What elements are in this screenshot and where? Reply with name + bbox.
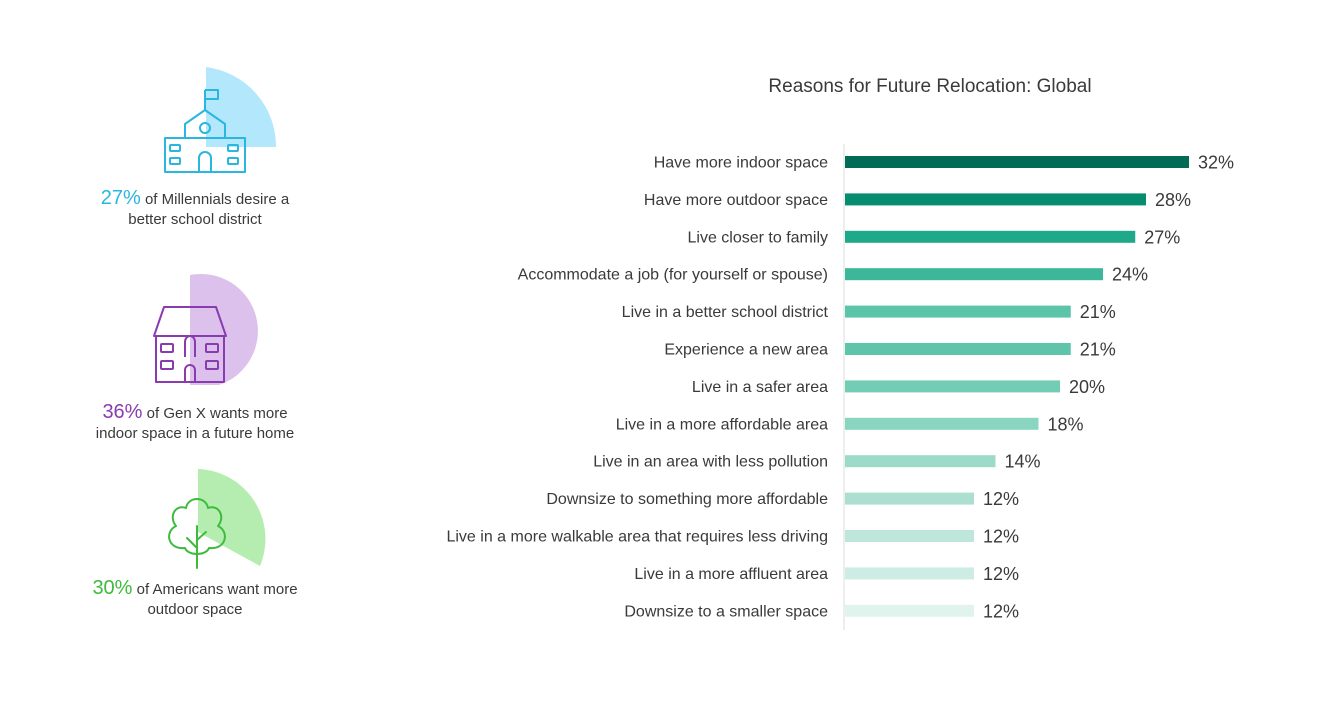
value-label: 21% [1080, 302, 1116, 322]
value-label: 18% [1048, 414, 1084, 434]
bar [845, 156, 1189, 168]
value-label: 12% [983, 564, 1019, 584]
stat-percent: 30% [92, 577, 133, 599]
house-icon [153, 306, 227, 383]
category-label: Live in a more affluent area [634, 566, 828, 583]
category-label: Downsize to a smaller space [624, 603, 828, 620]
bar [845, 530, 974, 542]
category-label: Live in a more walkable area that requir… [446, 529, 828, 546]
school-quarter-shape [206, 67, 277, 147]
bar [845, 230, 1136, 243]
value-label: 24% [1112, 265, 1148, 285]
stat-text: of Americans want more [136, 581, 298, 598]
stat-percent: 27% [100, 187, 141, 209]
bar [845, 343, 1071, 355]
bar [845, 268, 1103, 281]
value-label: 21% [1080, 340, 1116, 360]
stat-text: of Millennials desire a [144, 191, 290, 208]
stat-text-line2: outdoor space [147, 601, 243, 618]
stat-text-line2: better school district [128, 211, 262, 228]
stat-text-line2: indoor space in a future home [95, 425, 295, 442]
value-label: 12% [983, 527, 1019, 547]
value-label: 12% [983, 601, 1019, 621]
tree-graphic [168, 469, 266, 569]
stat-americans: 30% of Americans want more outdoor space [60, 466, 330, 646]
bar [845, 417, 1039, 430]
category-label: Live in a better school district [622, 304, 829, 321]
category-label: Accommodate a job (for yourself or spous… [518, 267, 828, 284]
stat-caption: 30% of Americans want more outdoor space [60, 578, 330, 620]
category-label: Live in a more affordable area [616, 416, 828, 433]
category-label: Have more outdoor space [644, 192, 828, 209]
bar [845, 604, 974, 617]
tree-icon [168, 498, 226, 569]
category-label: Experience a new area [664, 342, 828, 359]
stat-caption: 27% of Millennials desire a better schoo… [60, 188, 330, 230]
stat-millennials: 27% of Millennials desire a better schoo… [60, 60, 330, 240]
bar [845, 567, 974, 580]
category-label: Have more indoor space [654, 155, 828, 172]
bar [845, 193, 1146, 206]
value-label: 12% [983, 489, 1019, 509]
stat-gen-x: 36% of Gen X wants more indoor space in … [60, 272, 330, 452]
house-graphic [153, 273, 258, 385]
category-label: Live closer to family [688, 229, 829, 246]
category-label: Live in a safer area [692, 379, 828, 396]
bar [845, 492, 974, 505]
bar [845, 455, 996, 468]
school-icon [164, 89, 246, 173]
value-label: 14% [1005, 452, 1041, 472]
stat-caption: 36% of Gen X wants more indoor space in … [60, 402, 330, 444]
stat-percent: 36% [102, 401, 143, 423]
school-graphic [164, 67, 277, 173]
bar-chart: Have more indoor space 32% Have more outdo… [446, 144, 1234, 630]
category-label: Live in an area with less pollution [593, 454, 828, 471]
category-label: Downsize to something more affordable [546, 491, 828, 508]
value-label: 32% [1198, 153, 1234, 173]
value-label: 27% [1144, 227, 1180, 247]
chart-title: Reasons for Future Relocation: Global [768, 76, 1092, 97]
bar [845, 305, 1071, 318]
bar [845, 380, 1060, 393]
stat-text: of Gen X wants more [146, 405, 288, 422]
tree-wedge-shape [198, 469, 266, 566]
value-label: 20% [1069, 377, 1105, 397]
value-label: 28% [1155, 190, 1191, 210]
